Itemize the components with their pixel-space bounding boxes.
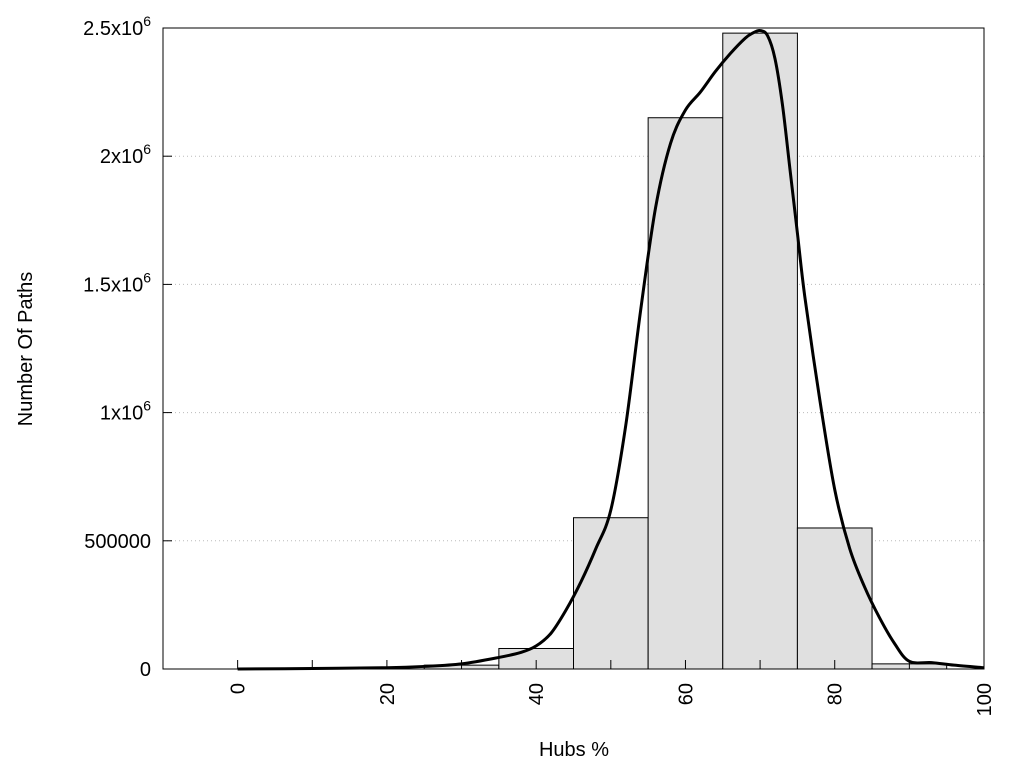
y-tick-label: 0: [140, 659, 151, 681]
x-tick-label: 40: [526, 683, 548, 705]
y-tick-label: 1.5x106: [83, 269, 151, 296]
y-tick-label: 2.5x106: [83, 13, 151, 40]
x-axis-ticks: 0 20 40 60 80 100: [228, 660, 996, 716]
x-tick-label: 100: [974, 683, 996, 716]
density-curve: [237, 29, 985, 671]
histogram-bar: [796, 527, 873, 670]
histogram-bar: [573, 517, 649, 670]
plot-frame: [162, 27, 985, 670]
x-tick-label: 0: [228, 683, 250, 694]
bars: [423, 32, 948, 670]
y-axis-title: Number Of Paths: [15, 272, 37, 427]
y-tick-label: 2x106: [100, 141, 151, 168]
y-tick-label: 1x106: [100, 398, 151, 425]
x-tick-label: 60: [675, 683, 697, 705]
gridlines: [163, 155, 984, 542]
histogram-bar: [722, 32, 798, 670]
y-tick-label: 500000: [84, 531, 151, 553]
x-tick-label: 20: [377, 683, 399, 705]
histogram-bar: [647, 117, 724, 670]
x-tick-label: 80: [825, 683, 847, 705]
x-axis-title: Hubs %: [539, 739, 609, 761]
y-axis-ticks: 0 500000 1x106 1.5x106 2x106 2.5x106: [83, 13, 172, 681]
